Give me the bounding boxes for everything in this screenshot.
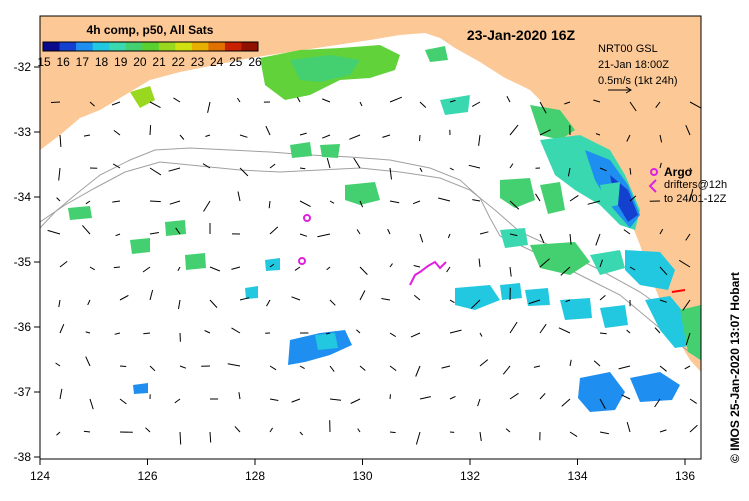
colorbar-tick-label: 21 [152, 55, 166, 69]
map-title: 23-Jan-2020 16Z [467, 27, 576, 43]
y-tick-label: -37 [14, 385, 32, 399]
colorbar-swatch [142, 42, 159, 51]
x-tick-label: 132 [460, 469, 480, 483]
y-tick-label: -38 [14, 450, 32, 464]
drifters-line-2: to 24/01-12Z [664, 193, 727, 205]
colorbar-tick-label: 20 [133, 55, 147, 69]
colorbar-tick-label: 26 [248, 55, 262, 69]
velocity-arrow [180, 432, 181, 445]
colorbar-tick-label: 25 [229, 55, 243, 69]
colorbar-tick-label: 22 [172, 55, 186, 69]
colorbar-swatch [43, 42, 60, 51]
colorbar-swatch [93, 42, 110, 51]
colorbar-swatch [76, 42, 93, 51]
colorbar-tick-label: 19 [114, 55, 128, 69]
colorbar-swatch [208, 42, 225, 51]
velocity-arrow [420, 135, 421, 141]
colorbar-swatch [175, 42, 192, 51]
velocity-arrow [390, 394, 391, 399]
y-axis: -32 -33 -34 -35 -36 -37 -38 [14, 60, 40, 464]
colorbar-swatch [109, 42, 126, 51]
velocity-arrow [150, 125, 151, 135]
colorbar-tick-label: 17 [76, 55, 90, 69]
colorbar-tick-label: 23 [191, 55, 205, 69]
y-tick-label: -32 [14, 60, 32, 74]
info-line-3: 0.5m/s (1kt 24h) [598, 75, 677, 87]
drifters-line-1: drifters@12h [664, 179, 727, 191]
colorbar-swatch [60, 42, 77, 51]
colorbar-tick-label: 15 [37, 55, 51, 69]
y-tick-label: -35 [14, 255, 32, 269]
velocity-arrow [390, 432, 396, 433]
colorbar-tick-label: 24 [210, 55, 224, 69]
colorbar-swatch [126, 42, 143, 51]
colorbar-swatch [159, 42, 176, 51]
colorbar-title: 4h comp, p50, All Sats [87, 23, 214, 37]
info-line-1: NRT00 GSL [598, 43, 658, 55]
velocity-arrow [120, 366, 126, 367]
velocity-arrow [150, 201, 161, 202]
y-tick-label: -36 [14, 320, 32, 334]
x-tick-label: 126 [137, 469, 157, 483]
x-axis: 124 126 128 130 132 134 136 [30, 459, 695, 483]
x-tick-label: 130 [352, 469, 372, 483]
velocity-arrow [210, 432, 211, 443]
info-line-2: 21-Jan 18:00Z [598, 59, 669, 71]
credit-text: © IMOS 25-Jan-2020 13:07 Hobart [728, 272, 742, 463]
y-tick-label: -34 [14, 190, 32, 204]
x-tick-label: 124 [30, 469, 50, 483]
colorbar-swatch [225, 42, 242, 51]
velocity-arrow [143, 333, 150, 334]
argo-label: Argo [664, 165, 692, 179]
velocity-arrow [51, 102, 60, 103]
velocity-arrow [114, 267, 120, 268]
colorbar-swatch [192, 42, 209, 51]
x-tick-label: 134 [567, 469, 587, 483]
x-tick-label: 136 [675, 469, 695, 483]
x-tick-label: 128 [245, 469, 265, 483]
colorbar-tick-label: 16 [57, 55, 71, 69]
colorbar-tick-label: 18 [95, 55, 109, 69]
y-tick-label: -33 [14, 125, 32, 139]
colorbar-swatch [241, 42, 258, 51]
